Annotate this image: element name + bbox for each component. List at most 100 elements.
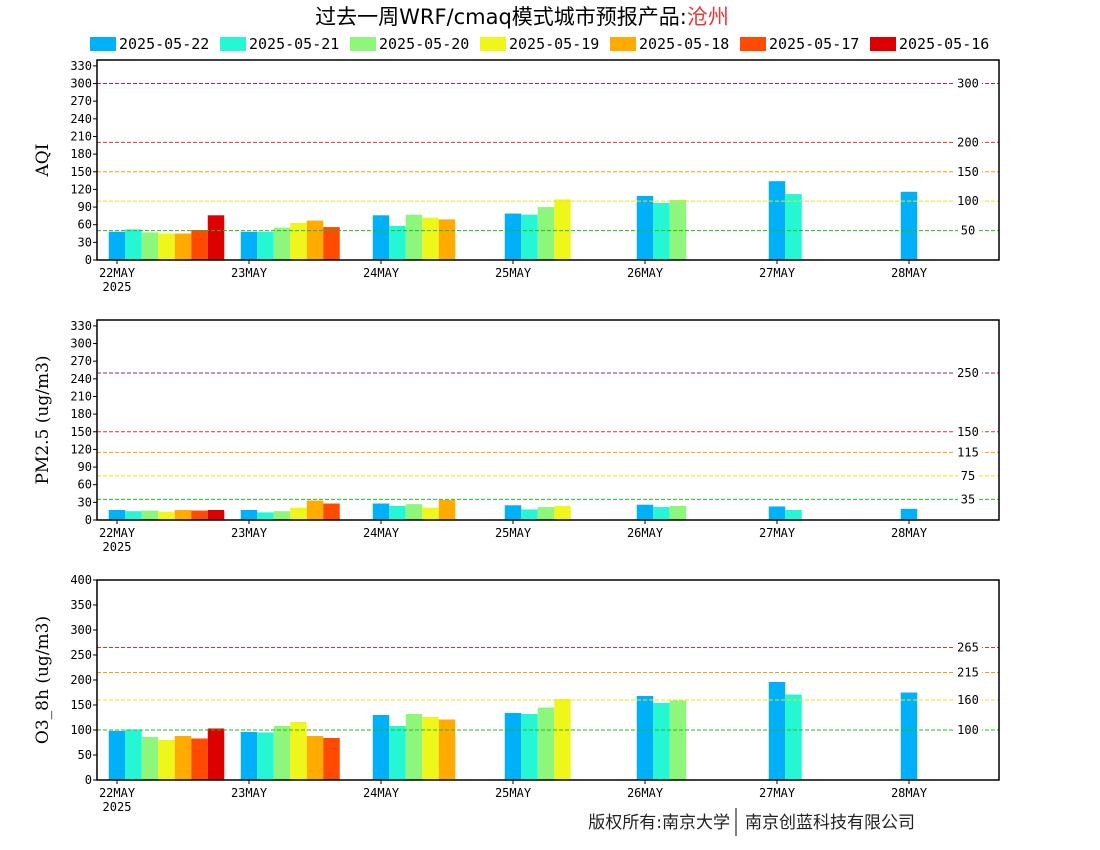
legend-swatch-2025-05-20 bbox=[350, 37, 376, 51]
ref-label-bg bbox=[954, 165, 982, 178]
x-tick-label-22MAY: 22MAY bbox=[99, 526, 136, 540]
bar-2-26MAY-2025-05-22 bbox=[636, 504, 654, 520]
bar-1-25MAY-2025-05-21 bbox=[521, 214, 538, 260]
bar-1-27MAY-2025-05-22 bbox=[768, 181, 786, 260]
y-tick-label: 400 bbox=[70, 573, 92, 587]
y-tick-label: 60 bbox=[78, 478, 92, 492]
bar-1-24MAY-2025-05-20 bbox=[405, 214, 423, 260]
ref-label-bg bbox=[954, 724, 982, 736]
x-tick-label-23MAY: 23MAY bbox=[231, 526, 268, 540]
y-tick-label: 240 bbox=[70, 372, 92, 386]
x-tick-label-27MAY: 27MAY bbox=[759, 786, 796, 800]
bar-3-22MAY-2025-05-18 bbox=[174, 736, 192, 780]
y-tick-label: 60 bbox=[78, 218, 92, 232]
bar-1-22MAY-2025-05-21 bbox=[125, 229, 142, 260]
bar-1-26MAY-2025-05-20 bbox=[669, 200, 687, 260]
bar-2-24MAY-2025-05-18 bbox=[438, 500, 456, 520]
bar-2-22MAY-2025-05-18 bbox=[174, 510, 192, 520]
legend-label-2025-05-21: 2025-05-21 bbox=[249, 35, 339, 53]
copyright-right: 南京创蓝科技有限公司 bbox=[745, 813, 915, 833]
y-tick-label: 150 bbox=[70, 698, 92, 712]
ref-label-215: 215 bbox=[957, 666, 979, 680]
bar-3-24MAY-2025-05-22 bbox=[372, 715, 390, 780]
y-tick-label: 240 bbox=[70, 112, 92, 126]
bar-3-26MAY-2025-05-21 bbox=[653, 703, 670, 780]
legend-swatch-2025-05-16 bbox=[870, 37, 896, 51]
y-tick-label: 300 bbox=[70, 623, 92, 637]
ref-label-bg bbox=[954, 425, 982, 438]
x-tick-label-25MAY: 25MAY bbox=[495, 266, 532, 280]
bar-3-22MAY-2025-05-21 bbox=[125, 729, 142, 780]
y-tick-label: 250 bbox=[70, 648, 92, 662]
y-tick-label: 300 bbox=[70, 337, 92, 351]
bar-3-22MAY-2025-05-22 bbox=[108, 731, 126, 780]
legend-swatch-2025-05-18 bbox=[610, 37, 636, 51]
x-tick-label-22MAY: 22MAY bbox=[99, 786, 136, 800]
y-tick-label: 120 bbox=[70, 442, 92, 456]
bar-2-22MAY-2025-05-20 bbox=[141, 510, 159, 520]
bar-3-24MAY-2025-05-21 bbox=[389, 726, 406, 780]
legend: 2025-05-22 2025-05-21 2025-05-20 2025-05-19… bbox=[90, 35, 989, 53]
title-main: 过去一周WRF/cmaq模式城市预报产品: bbox=[315, 5, 687, 29]
ref-label-300: 300 bbox=[957, 77, 979, 91]
bar-3-23MAY-2025-05-19 bbox=[290, 722, 307, 780]
bar-1-23MAY-2025-05-17 bbox=[323, 227, 340, 260]
bar-3-26MAY-2025-05-22 bbox=[636, 696, 654, 780]
bar-1-25MAY-2025-05-22 bbox=[504, 213, 522, 260]
x-tick-label-27MAY: 27MAY bbox=[759, 266, 796, 280]
legend-label-2025-05-19: 2025-05-19 bbox=[509, 35, 599, 53]
y-tick-label: 180 bbox=[70, 407, 92, 421]
bar-2-28MAY-2025-05-22 bbox=[900, 508, 918, 520]
bar-1-22MAY-2025-05-22 bbox=[108, 231, 126, 260]
bar-2-22MAY-2025-05-22 bbox=[108, 510, 126, 520]
ref-label-250: 250 bbox=[957, 366, 979, 380]
x-tick-label-26MAY: 26MAY bbox=[627, 526, 664, 540]
bar-2-25MAY-2025-05-19 bbox=[554, 505, 571, 520]
ref-label-bg bbox=[958, 224, 978, 237]
panel-3: 265 215 160 100 0 50 100 150 200 250 300 350 400 O3_8… bbox=[33, 573, 1000, 814]
ref-label-160: 160 bbox=[957, 693, 979, 707]
bar-1-23MAY-2025-05-22 bbox=[240, 231, 258, 260]
bar-3-23MAY-2025-05-17 bbox=[323, 738, 340, 780]
y-tick-label: 210 bbox=[70, 389, 92, 403]
title-city: 沧州 bbox=[687, 5, 729, 29]
legend-swatch-2025-05-21 bbox=[220, 37, 246, 51]
y-tick-label: 150 bbox=[70, 425, 92, 439]
ref-label-bg bbox=[954, 366, 982, 379]
ref-label-100: 100 bbox=[957, 194, 979, 208]
bar-3-22MAY-2025-05-17 bbox=[191, 738, 208, 780]
x-tick-label-24MAY: 24MAY bbox=[363, 266, 400, 280]
y-tick-label: 90 bbox=[78, 200, 92, 214]
y-tick-label: 330 bbox=[70, 59, 92, 73]
bar-1-28MAY-2025-05-22 bbox=[900, 191, 918, 260]
bar-3-25MAY-2025-05-22 bbox=[504, 713, 522, 780]
bar-3-22MAY-2025-05-20 bbox=[141, 737, 159, 780]
ref-label-150: 150 bbox=[957, 425, 979, 439]
bar-1-26MAY-2025-05-21 bbox=[653, 202, 670, 260]
bar-2-26MAY-2025-05-20 bbox=[669, 505, 687, 520]
panel-1: 300 200 150 100 50 0 30 60 90 120 150 180 210 240 270 3… bbox=[33, 59, 1000, 294]
bar-1-24MAY-2025-05-19 bbox=[422, 217, 439, 260]
bar-1-22MAY-2025-05-16 bbox=[207, 215, 225, 260]
ref-label-115: 115 bbox=[957, 445, 979, 459]
bar-1-22MAY-2025-05-20 bbox=[141, 232, 159, 260]
y-tick-label: 180 bbox=[70, 147, 92, 161]
chart-panels: 3002001501005003060901201501802102402703… bbox=[33, 59, 1000, 814]
bar-2-22MAY-2025-05-19 bbox=[158, 511, 175, 520]
ref-label-35: 35 bbox=[961, 492, 975, 506]
bar-1-22MAY-2025-05-17 bbox=[191, 230, 208, 260]
y-tick-label: 300 bbox=[70, 77, 92, 91]
copyright-left: 版权所有:南京大学 bbox=[588, 813, 730, 833]
bar-2-26MAY-2025-05-21 bbox=[653, 507, 670, 520]
figure-title: 过去一周WRF/cmaq模式城市预报产品:沧州 bbox=[315, 5, 729, 29]
bar-1-25MAY-2025-05-20 bbox=[537, 207, 555, 260]
bar-1-23MAY-2025-05-20 bbox=[273, 227, 291, 260]
y-tick-label: 0 bbox=[85, 253, 92, 267]
panel-2: 250 150 115 75 35 0 30 60 90 120 150 180 210 240 270 30… bbox=[33, 319, 1000, 554]
bar-1-22MAY-2025-05-19 bbox=[158, 233, 175, 260]
bar-1-27MAY-2025-05-21 bbox=[785, 194, 802, 260]
ref-label-100: 100 bbox=[957, 723, 979, 737]
bar-2-27MAY-2025-05-22 bbox=[768, 506, 786, 520]
bar-3-22MAY-2025-05-16 bbox=[207, 728, 225, 780]
plot-frame bbox=[96, 59, 1000, 261]
